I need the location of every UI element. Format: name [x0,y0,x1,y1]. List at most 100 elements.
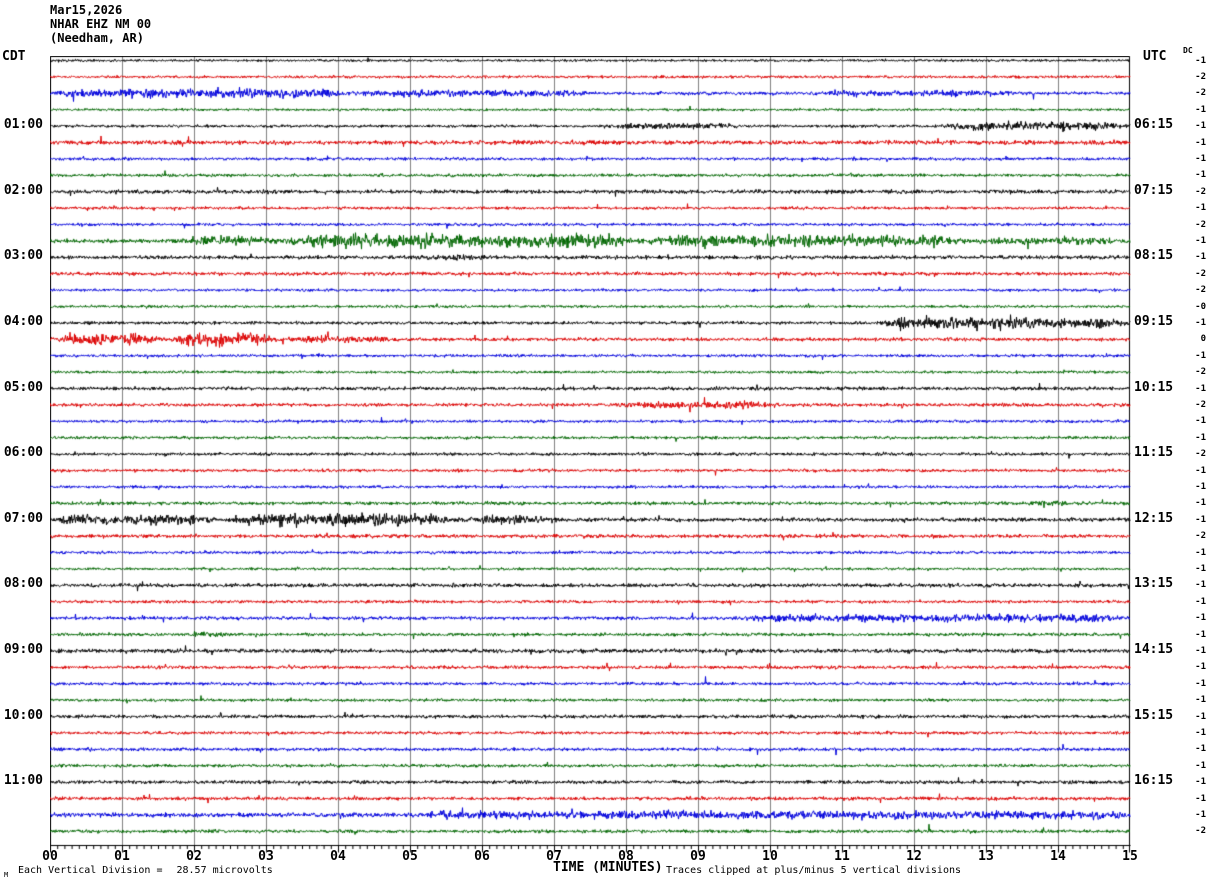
dc-value: -1 [1195,498,1206,509]
right-time-axis: 06:15 07:15 08:15 09:15 10:15 11:15 12:15 13:15… [1134,0,1184,886]
x-axis-title: TIME (MINUTES) [553,860,663,875]
dc-value: -2 [1195,367,1206,378]
right-time-label: 11:15 [1134,445,1174,461]
x-tick-label: 09 [690,849,706,864]
x-tick-label: 03 [258,849,274,864]
seismogram-plot [50,56,1131,856]
right-time-label: 15:15 [1134,707,1174,723]
dc-value: -1 [1195,547,1206,558]
left-time-label: 05:00 [3,379,43,395]
dc-axis-label: DC [1183,46,1193,55]
dc-value: -2 [1195,186,1206,197]
dc-value: -1 [1195,153,1206,164]
dc-value: -1 [1195,629,1206,640]
dc-value: -2 [1195,826,1206,837]
x-tick-label: 14 [1050,849,1066,864]
dc-value: -2 [1195,88,1206,99]
right-time-label: 06:15 [1134,117,1174,133]
left-time-label: 07:00 [3,510,43,526]
x-tick-label: 00 [42,849,58,864]
dc-value: -1 [1195,383,1206,394]
dc-value: -1 [1195,645,1206,656]
x-tick-label: 06 [474,849,490,864]
dc-value: -1 [1195,744,1206,755]
dc-value: -1 [1195,252,1206,263]
dc-value: -1 [1195,695,1206,706]
dc-value: -1 [1195,350,1206,361]
x-tick-label: 11 [834,849,850,864]
left-time-label: 02:00 [3,182,43,198]
x-tick-label: 02 [186,849,202,864]
dc-value: -1 [1195,563,1206,574]
x-tick-label: 05 [402,849,418,864]
dc-value: -1 [1195,203,1206,214]
dc-value: -1 [1195,580,1206,591]
right-time-label: 09:15 [1134,313,1174,329]
scale-note-value: 28.57 microvolts [176,865,273,876]
left-time-label: 06:00 [3,445,43,461]
dc-value: -1 [1195,777,1206,788]
left-time-label: 04:00 [3,313,43,329]
dc-value: -1 [1195,416,1206,427]
x-tick-label: 12 [906,849,922,864]
x-tick-label: 04 [330,849,346,864]
dc-value: -1 [1195,121,1206,132]
dc-value: -1 [1195,678,1206,689]
dc-value: -2 [1195,399,1206,410]
dc-offset-column: -1 -2 -2 -1 -1 -1 -1 -1 -2 -1 -2 -1 -1 -2 -2 -0 -1 0 -1 -2 -… [1182,0,1206,886]
dc-value: -1 [1195,727,1206,738]
dc-value: -2 [1195,219,1206,230]
right-time-label: 13:15 [1134,576,1174,592]
left-time-label: 03:00 [3,248,43,264]
right-time-label: 14:15 [1134,641,1174,657]
right-time-label: 10:15 [1134,379,1174,395]
header-station: NHAR EHZ NM 00 [50,17,152,31]
dc-value: -1 [1195,662,1206,673]
left-time-axis: 01:00 02:00 03:00 04:00 05:00 06:00 07:00 08:00… [0,0,46,886]
x-tick-label: 13 [978,849,994,864]
right-time-label: 12:15 [1134,510,1174,526]
left-time-label: 11:00 [3,773,43,789]
x-tick-label: 08 [618,849,634,864]
dc-value: -1 [1195,235,1206,246]
x-tick-label: 10 [762,849,778,864]
x-tick-label: 01 [114,849,130,864]
dc-value: -1 [1195,170,1206,181]
dc-value: -1 [1195,711,1206,722]
right-time-label: 08:15 [1134,248,1174,264]
dc-value: -1 [1195,432,1206,443]
dc-value: -1 [1195,596,1206,607]
clip-note: Traces clipped at plus/minus 5 vertical … [666,865,962,876]
dc-value: -2 [1195,531,1206,542]
scale-note-label: Each Vertical Division = [18,865,163,876]
right-time-label: 07:15 [1134,182,1174,198]
dc-value: -1 [1195,481,1206,492]
x-tick-label: 15 [1122,849,1138,864]
dc-value: -1 [1195,514,1206,525]
dc-value: -2 [1195,285,1206,296]
right-time-label: 16:15 [1134,773,1174,789]
left-time-label: 10:00 [3,707,43,723]
dc-value: -1 [1195,465,1206,476]
left-time-label: 09:00 [3,641,43,657]
dc-value: -1 [1195,104,1206,115]
dc-value: -1 [1195,317,1206,328]
dc-value: 0 [1200,334,1206,345]
dc-value: -1 [1195,793,1206,804]
cdt-axis-label: CDT [2,49,26,64]
x-tick-label: 07 [546,849,562,864]
dc-value: -1 [1195,613,1206,624]
watermark: M [4,871,9,879]
dc-value: -2 [1195,268,1206,279]
dc-value: -1 [1195,760,1206,771]
dc-value: -0 [1195,301,1206,312]
dc-value: -2 [1195,71,1206,82]
dc-value: -1 [1195,809,1206,820]
scale-note: Each Vertical Division = 28.57 microvolts [18,865,273,877]
utc-axis-label: UTC [1143,49,1167,64]
dc-value: -1 [1195,55,1206,66]
header-location: (Needham, AR) [50,31,144,45]
header-date: Mar15,2026 [50,3,123,17]
dc-value: -1 [1195,137,1206,148]
